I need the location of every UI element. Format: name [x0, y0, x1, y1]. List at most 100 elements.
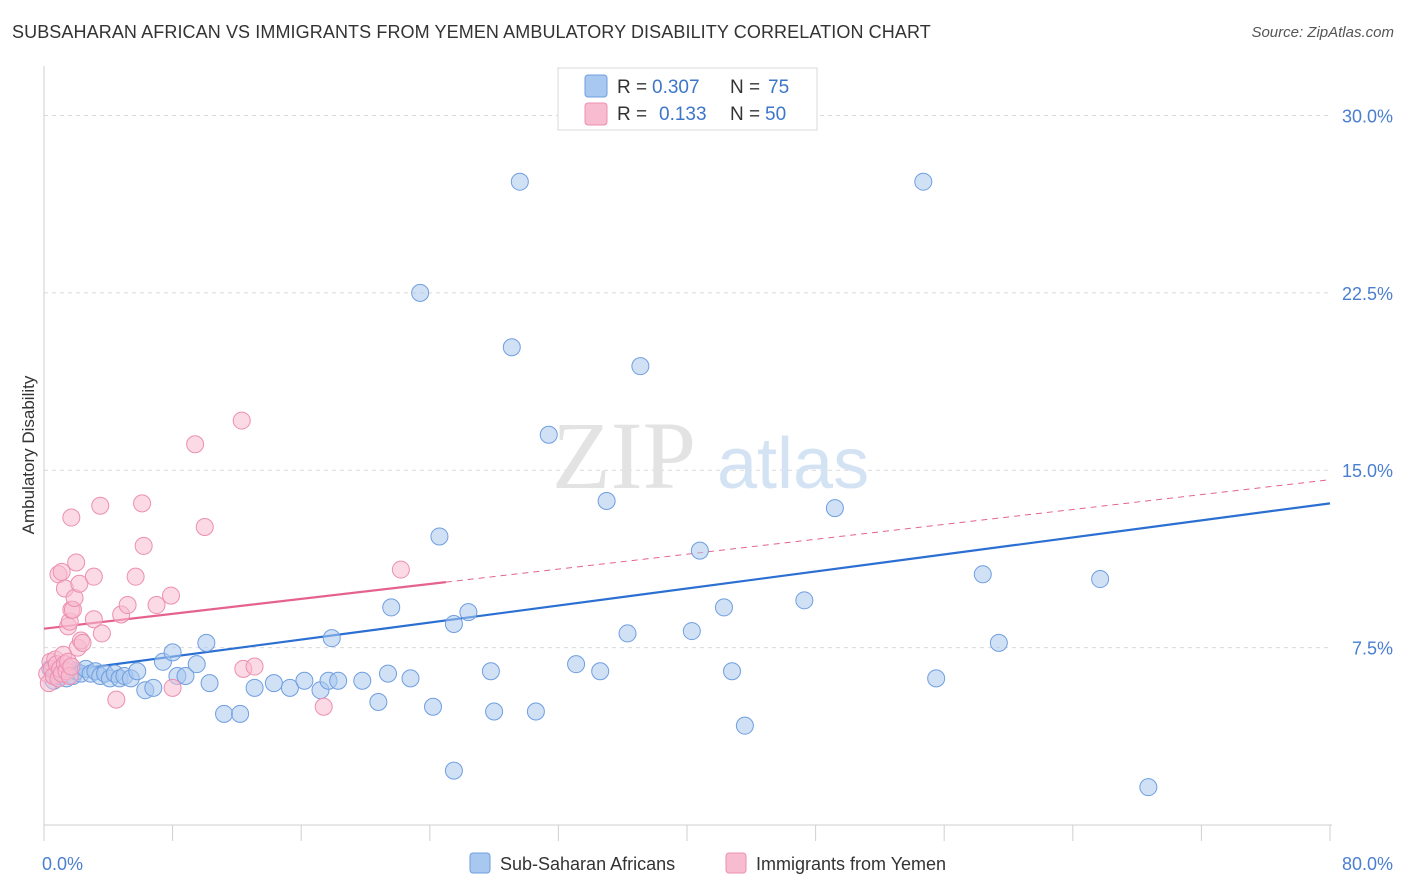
point-blue-58 — [714, 598, 733, 617]
point-blue-43 — [430, 527, 449, 546]
point-blue-65 — [973, 565, 992, 584]
x-tick-label-0: 0.0% — [42, 854, 83, 874]
bottom-legend-label-pink: Immigrants from Yemen — [756, 854, 946, 874]
point-blue-36 — [329, 671, 348, 690]
point-blue-66 — [989, 633, 1008, 652]
point-pink-43 — [186, 435, 205, 454]
legend-swatch-blue — [584, 74, 608, 98]
x-tick-label-1: 80.0% — [1342, 854, 1393, 874]
bottom-legend-label-blue: Sub-Saharan Africans — [500, 854, 675, 874]
legend: R = 0.307 N = 75 R = 0.133 N = 50 — [557, 67, 818, 131]
point-pink-41 — [161, 586, 180, 605]
point-blue-64 — [927, 669, 946, 688]
trend-line-pink-dashed — [445, 479, 1331, 583]
point-pink-36 — [118, 596, 137, 615]
point-blue-60 — [735, 716, 754, 735]
point-blue-32 — [280, 678, 299, 697]
axes — [43, 66, 1332, 841]
point-blue-54 — [618, 624, 637, 643]
point-blue-56 — [682, 622, 701, 641]
bottom-legend-swatch-pink — [725, 852, 747, 874]
point-blue-41 — [401, 669, 420, 688]
point-blue-63 — [914, 172, 933, 191]
trend-line-pink — [43, 581, 447, 630]
watermark-atlas: atlas — [717, 424, 869, 504]
point-blue-62 — [825, 499, 844, 518]
point-blue-30 — [245, 678, 264, 697]
point-blue-37 — [353, 671, 372, 690]
point-blue-69 — [444, 761, 463, 780]
point-blue-53 — [597, 491, 616, 510]
point-pink-44 — [195, 518, 214, 536]
point-blue-45 — [459, 603, 478, 622]
data-points — [38, 172, 1158, 797]
point-blue-50 — [539, 425, 558, 444]
point-pink-30 — [84, 567, 103, 586]
point-blue-42 — [424, 697, 443, 716]
point-blue-61 — [795, 591, 814, 610]
point-blue-47 — [502, 338, 521, 357]
point-blue-51 — [567, 655, 586, 674]
legend-r-label-1: R = — [617, 77, 647, 98]
chart-title: SUBSAHARAN AFRICAN VS IMMIGRANTS FROM YE… — [12, 22, 931, 42]
point-pink-45 — [232, 411, 251, 430]
legend-r-value-1: 0.307 — [652, 77, 700, 98]
point-blue-48 — [510, 172, 529, 191]
point-pink-29 — [62, 508, 81, 527]
point-pink-34 — [107, 690, 126, 709]
point-blue-55 — [631, 357, 650, 376]
point-blue-73 — [411, 283, 430, 302]
legend-n-value-2: 50 — [765, 104, 786, 125]
point-blue-68 — [1139, 778, 1158, 797]
y-axis-label: Ambulatory Disability — [19, 375, 38, 534]
point-pink-39 — [134, 536, 153, 555]
bottom-legend: Sub-Saharan Africans Immigrants from Yem… — [469, 852, 946, 874]
point-blue-74 — [163, 643, 182, 662]
legend-r-label-2: R = — [617, 104, 647, 125]
y-tick-label-1: 15.0% — [1342, 461, 1393, 481]
point-pink-49 — [391, 560, 410, 579]
point-pink-40 — [147, 596, 166, 615]
y-tick-label-2: 22.5% — [1342, 284, 1393, 304]
legend-n-value-1: 75 — [768, 77, 789, 98]
y-tick-label-3: 30.0% — [1342, 106, 1393, 126]
point-blue-40 — [379, 664, 398, 683]
point-pink-28 — [73, 633, 92, 652]
point-blue-28 — [215, 704, 234, 723]
point-blue-31 — [264, 674, 283, 693]
legend-r-value-2: 0.133 — [659, 104, 707, 125]
point-pink-24 — [67, 553, 86, 572]
point-blue-52 — [591, 662, 610, 681]
point-pink-31 — [84, 610, 103, 629]
point-blue-71 — [322, 629, 341, 648]
point-blue-59 — [723, 662, 742, 681]
point-blue-25 — [176, 667, 195, 685]
point-pink-42 — [163, 678, 182, 697]
legend-n-label-2: N = — [730, 104, 760, 125]
point-blue-44 — [444, 614, 463, 633]
watermark: ZIP atlas — [552, 402, 869, 509]
point-pink-33 — [92, 624, 111, 643]
point-blue-29 — [231, 704, 250, 723]
point-blue-22 — [144, 678, 163, 697]
point-blue-46 — [481, 662, 500, 681]
point-blue-38 — [369, 693, 388, 712]
point-blue-49 — [526, 702, 545, 721]
point-blue-20 — [128, 662, 147, 681]
point-pink-26 — [70, 574, 89, 593]
bottom-legend-swatch-blue — [469, 852, 491, 874]
trend-line-blue — [43, 502, 1331, 675]
point-blue-70 — [197, 633, 216, 652]
point-pink-15 — [62, 657, 81, 676]
point-blue-72 — [485, 702, 504, 721]
y-tick-label-0: 7.5% — [1352, 639, 1393, 659]
point-pink-47 — [245, 657, 264, 676]
point-pink-17 — [52, 562, 71, 581]
point-blue-33 — [295, 671, 314, 690]
point-pink-48 — [314, 697, 333, 716]
point-blue-26 — [187, 655, 206, 674]
point-pink-37 — [126, 567, 145, 586]
point-blue-39 — [382, 598, 401, 617]
point-pink-38 — [133, 494, 152, 513]
